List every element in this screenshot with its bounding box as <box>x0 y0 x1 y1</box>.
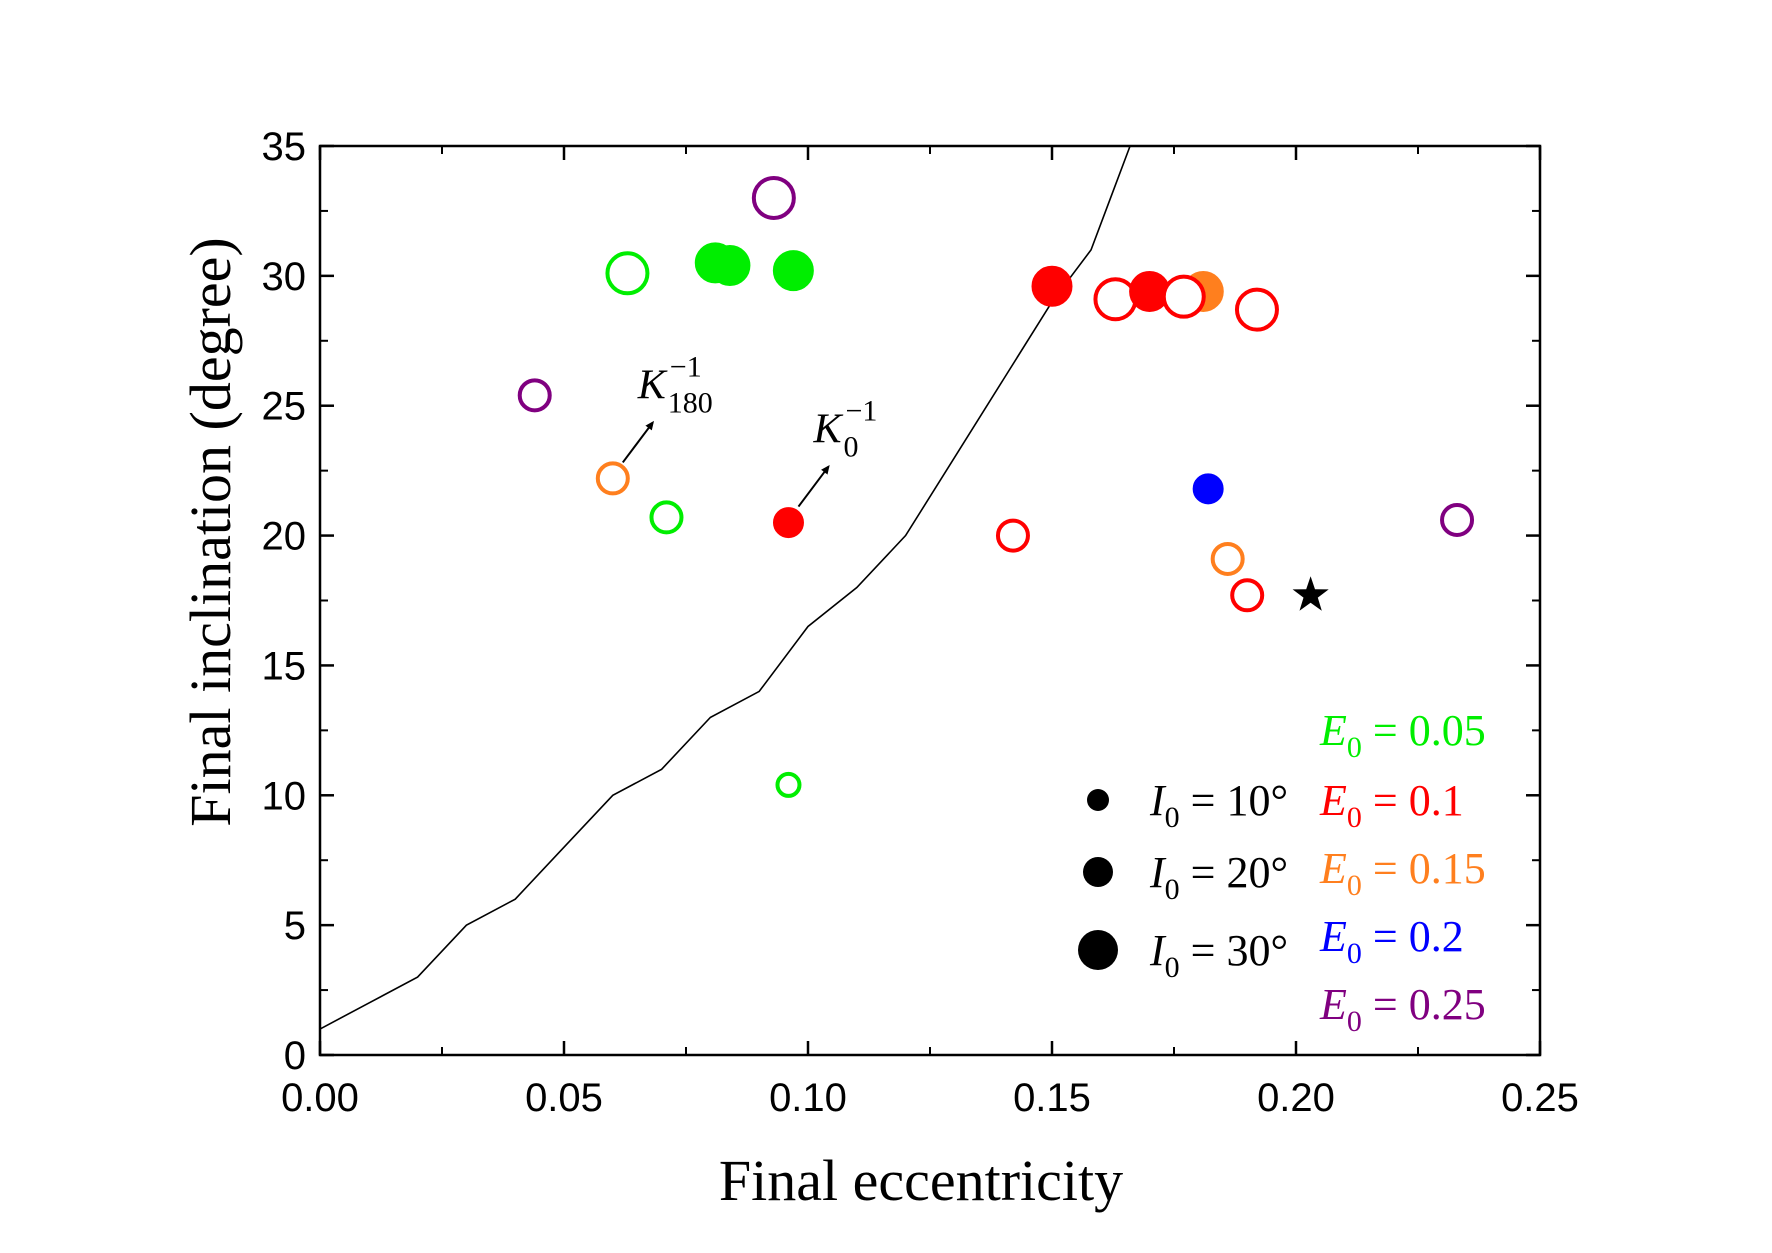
legend-color-label: E0 = 0.2 <box>1319 912 1464 970</box>
data-point <box>772 250 814 292</box>
y-tick-label: 20 <box>262 515 307 559</box>
x-tick-label: 0.20 <box>1257 1076 1335 1120</box>
data-point <box>1210 541 1245 576</box>
x-tick-label: 0.25 <box>1501 1076 1579 1120</box>
axis-ticks: 0.00 0.05 0.10 0.15 0.20 0.25 0 5 10 15 20 25 30 35 <box>262 125 1579 1120</box>
x-tick-label: 0.05 <box>525 1076 603 1120</box>
annotation-arrow <box>621 420 654 464</box>
data-points <box>517 175 1475 798</box>
plot-frame <box>318 144 1542 1057</box>
data-point <box>649 500 684 535</box>
data-point <box>709 244 751 286</box>
data-point <box>772 507 804 539</box>
legend-size-marker <box>1087 789 1109 811</box>
data-point <box>595 461 630 496</box>
annotation-subscript: 180 <box>668 386 713 419</box>
annotation-label: K <box>812 407 843 453</box>
data-point <box>517 378 552 413</box>
data-point <box>995 518 1030 553</box>
x-tick-label: 0.00 <box>281 1076 359 1120</box>
y-tick-label: 35 <box>262 125 307 169</box>
star-marker <box>1292 576 1329 611</box>
data-point <box>751 175 796 220</box>
legend-color-label: E0 = 0.1 <box>1319 776 1464 834</box>
annotation-superscript: −1 <box>670 350 702 383</box>
legend-size-label: I0 = 20° <box>1149 848 1288 906</box>
data-point <box>1234 287 1279 332</box>
y-tick-label: 25 <box>262 385 307 429</box>
legend-size-label: I0 = 30° <box>1149 926 1288 984</box>
x-axis-title: Final eccentricity <box>719 1148 1123 1213</box>
data-point <box>1031 265 1073 307</box>
annotation-subscript: 0 <box>843 431 858 464</box>
y-tick-label: 10 <box>262 774 307 818</box>
data-point <box>775 771 802 798</box>
legend-color-label: E0 = 0.05 <box>1319 706 1486 764</box>
annotation-superscript: −1 <box>845 395 877 428</box>
legend-color-label: E0 = 0.25 <box>1319 980 1486 1038</box>
y-axis-title: Final inclination (degree) <box>178 237 243 826</box>
x-tick-label: 0.10 <box>769 1076 847 1120</box>
legend-size-label: I0 = 10° <box>1149 776 1288 834</box>
legend: I0 = 10° I0 = 20° I0 = 30° E0 = 0.05 E0 = 0.… <box>1078 706 1486 1038</box>
data-point <box>605 251 650 296</box>
x-tick-label: 0.15 <box>1013 1076 1091 1120</box>
legend-size-marker <box>1078 930 1118 970</box>
data-point <box>1230 578 1265 613</box>
y-tick-label: 30 <box>262 255 307 299</box>
plot-area-border <box>318 144 1542 1057</box>
data-point <box>1161 274 1206 319</box>
data-point <box>1192 473 1224 505</box>
data-point <box>1093 277 1138 322</box>
annotation-label: K <box>637 362 668 408</box>
legend-color-label: E0 = 0.15 <box>1319 844 1486 902</box>
y-tick-label: 15 <box>262 644 307 688</box>
annotation-arrow <box>797 464 830 508</box>
legend-size-marker <box>1083 857 1113 887</box>
y-tick-label: 5 <box>284 904 306 948</box>
y-tick-label: 0 <box>284 1034 306 1078</box>
data-point <box>1440 502 1475 537</box>
